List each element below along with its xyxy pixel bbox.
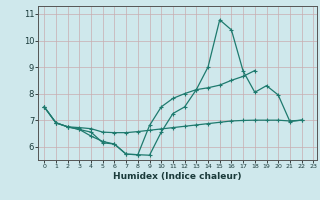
X-axis label: Humidex (Indice chaleur): Humidex (Indice chaleur) [113,172,242,181]
